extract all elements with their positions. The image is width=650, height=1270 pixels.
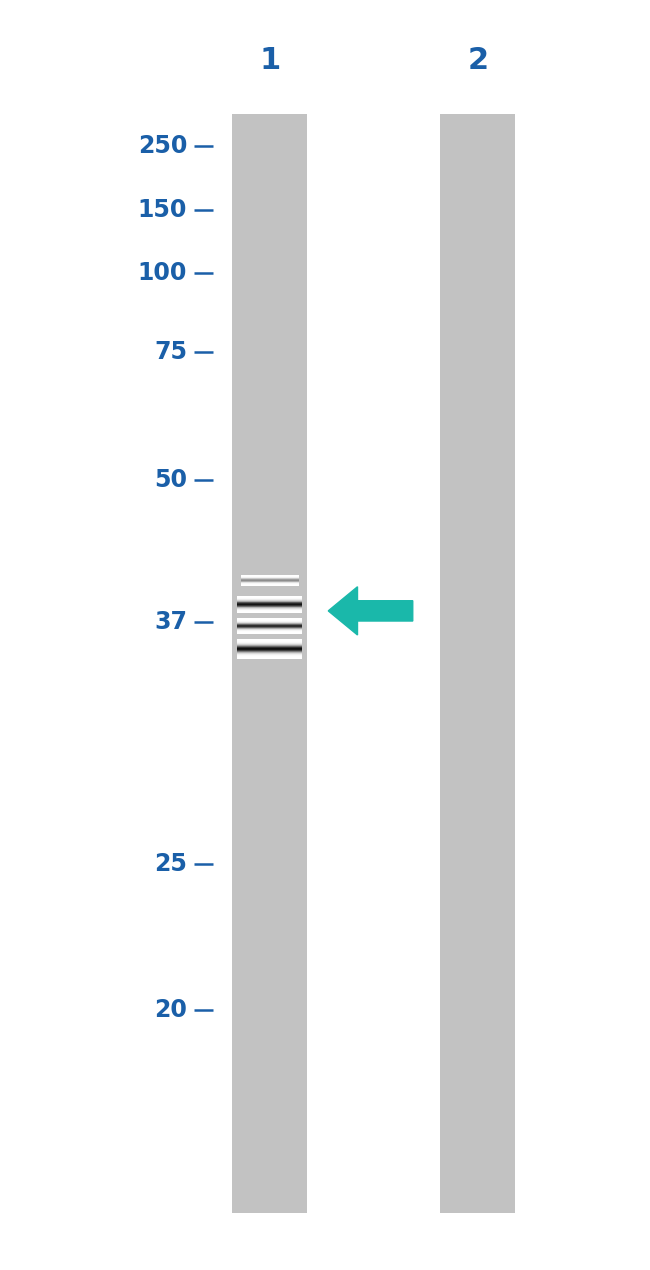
Text: 25: 25 (154, 852, 187, 875)
Bar (441, 114, 515, 1213)
Text: 150: 150 (138, 198, 187, 221)
Text: 2: 2 (467, 47, 488, 75)
Text: 250: 250 (138, 135, 187, 157)
Text: 1: 1 (259, 47, 280, 75)
Bar (233, 114, 307, 1213)
Text: 100: 100 (138, 262, 187, 284)
Text: 37: 37 (154, 611, 187, 634)
Text: 50: 50 (154, 469, 187, 491)
Text: 20: 20 (154, 998, 187, 1021)
FancyArrow shape (328, 587, 413, 635)
Text: 75: 75 (154, 340, 187, 363)
